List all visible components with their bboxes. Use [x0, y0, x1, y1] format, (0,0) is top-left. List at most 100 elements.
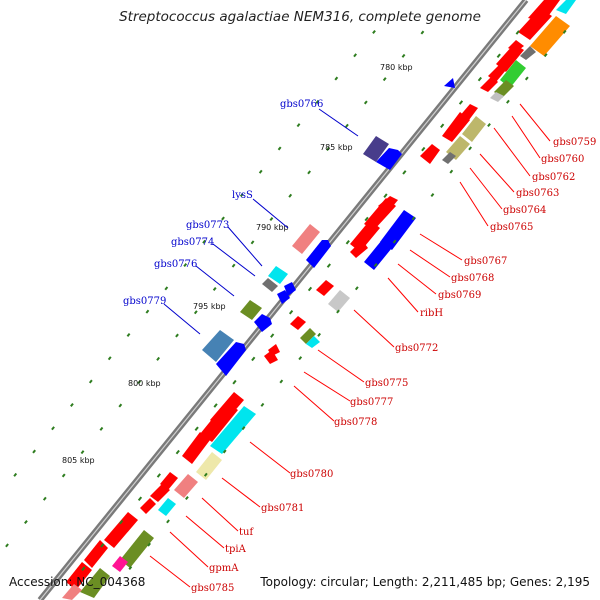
feature-red-16[interactable] [182, 432, 210, 464]
feature-gbs0766[interactable] [363, 136, 389, 162]
feature-gbs0775[interactable] [300, 328, 316, 344]
gene-label-gbs0760[interactable]: gbs0760 [541, 154, 584, 165]
feature-arrow-fwd[interactable] [376, 148, 402, 170]
feature-gbs0780[interactable] [210, 406, 256, 454]
gene-label-tuf[interactable]: tuf [239, 527, 254, 538]
kbp-label: 805 kbp [62, 456, 95, 465]
kbp-label: 780 kbp [380, 63, 413, 72]
feature-red-15[interactable] [264, 350, 278, 364]
feature-red-21[interactable] [66, 562, 92, 590]
feature-gbs0774[interactable] [262, 278, 278, 292]
gene-label-gbs0781[interactable]: gbs0781 [261, 503, 304, 514]
gene-label-gbs0764[interactable]: gbs0764 [503, 205, 546, 216]
feature-gbs0759[interactable] [520, 46, 536, 60]
tick-dot [420, 30, 425, 35]
gene-label-gbs0769[interactable]: gbs0769 [438, 290, 481, 301]
feature-gbs0766-marker[interactable] [444, 78, 455, 88]
tick-dot [477, 76, 482, 82]
gene-label-gbs0775[interactable]: gbs0775 [365, 378, 408, 389]
feature-gbs0785[interactable] [112, 556, 128, 572]
gene-label-gbs0773[interactable]: gbs0773 [186, 220, 229, 231]
feature-tuf[interactable] [174, 474, 198, 498]
feature-gbs0779-arrow[interactable] [216, 342, 246, 376]
feature-top-red-2[interactable] [518, 8, 552, 40]
tick-dot [250, 240, 255, 245]
feature-gbs0776-b[interactable] [254, 314, 272, 332]
kbp-labels: 780 kbp 785 kbp 790 kbp 795 kbp 800 kbp … [62, 63, 413, 465]
tick-dot [212, 286, 217, 291]
feature-gbs0776-arrow[interactable] [277, 290, 290, 304]
feature-red-18[interactable] [150, 484, 170, 502]
feature-red-12[interactable] [350, 220, 380, 252]
feature-gpmA[interactable] [120, 530, 154, 568]
feature-red-6[interactable] [480, 76, 498, 92]
gene-label-gbs0765[interactable]: gbs0765 [490, 222, 533, 233]
gene-label-gbs0763[interactable]: gbs0763 [516, 188, 559, 199]
feature-top-orange[interactable] [530, 16, 570, 56]
gene-label-gbs0776[interactable]: gbs0776 [154, 259, 197, 270]
gene-label-tpiA[interactable]: tpiA [225, 544, 247, 555]
feature-ribH[interactable] [316, 280, 334, 296]
feature-gbs0779[interactable] [202, 330, 234, 362]
gene-label-gbs0778[interactable]: gbs0778 [334, 417, 377, 428]
tick-dot [118, 403, 123, 408]
feature-gbs0774-arrow[interactable] [284, 282, 296, 296]
gene-label-gbs0774[interactable]: gbs0774 [171, 237, 214, 248]
feature-gbs0776[interactable] [240, 300, 262, 320]
feature-gbs0772[interactable] [328, 290, 350, 312]
feature-gbs0768[interactable] [364, 230, 400, 270]
gene-label-gbs0780[interactable]: gbs0780 [290, 469, 333, 480]
feature-gbs0765[interactable] [442, 152, 456, 164]
feature-tpiA[interactable] [158, 498, 176, 516]
gene-label-gbs0772[interactable]: gbs0772 [395, 343, 438, 354]
feature-gbs0763[interactable] [462, 116, 486, 142]
tick-dot [258, 169, 263, 174]
feature-gbs0775-b[interactable] [306, 336, 320, 348]
feature-lysS[interactable] [292, 224, 320, 254]
tick-dot [336, 309, 340, 314]
feature-red-19[interactable] [104, 512, 138, 548]
feature-tpiA-red[interactable] [140, 498, 156, 514]
tick-dot [70, 402, 74, 407]
gene-label-gbs0768[interactable]: gbs0768 [451, 273, 494, 284]
feature-top-cyan[interactable] [556, 0, 576, 14]
feature-bottom-olive[interactable] [80, 568, 110, 598]
tick-dot [164, 286, 169, 291]
tick-dot [80, 450, 85, 455]
forward-leaders [163, 108, 359, 335]
tick-dot [175, 333, 179, 338]
gene-label-gpmA[interactable]: gpmA [209, 563, 239, 574]
feature-red-8[interactable] [442, 112, 470, 142]
gene-label-gbs0777[interactable]: gbs0777 [350, 397, 393, 408]
gene-label-gbs0759[interactable]: gbs0759 [553, 137, 596, 148]
tick-dot [411, 216, 416, 221]
feature-lysS-arrow[interactable] [306, 240, 331, 268]
feature-gbs0769[interactable] [350, 240, 368, 258]
tick-dot [183, 263, 188, 268]
feature-gbs0781[interactable] [196, 452, 222, 480]
gene-label-ribH[interactable]: ribH [420, 308, 443, 319]
tick-dot [213, 403, 218, 408]
tick-dot [307, 170, 311, 175]
gene-label-gbs0779[interactable]: gbs0779 [123, 296, 166, 307]
feature-bottom-pink[interactable] [62, 584, 82, 600]
tick-dot [288, 310, 294, 315]
feature-gbs0778[interactable] [200, 402, 238, 442]
tick-dot [128, 565, 133, 570]
tick-dot [156, 356, 160, 361]
tick-dot [270, 333, 275, 338]
feature-gbs0773[interactable] [268, 266, 288, 284]
gene-label-gbs0785[interactable]: gbs0785 [191, 583, 234, 594]
feature-gbs0762[interactable] [490, 92, 504, 102]
tick-dot [487, 123, 491, 128]
tick-dot [449, 169, 454, 174]
gene-label-gbs0762[interactable]: gbs0762 [532, 172, 575, 183]
feature-red-4[interactable] [496, 44, 524, 72]
gene-label-gbs0767[interactable]: gbs0767 [464, 256, 507, 267]
tick-dot [193, 310, 198, 315]
feature-red-9[interactable] [420, 144, 440, 164]
feature-red-17[interactable] [160, 472, 178, 490]
gene-label-gbs0766[interactable]: gbs0766 [280, 99, 323, 110]
gene-label-lysS[interactable]: lysS [232, 190, 253, 201]
feature-red-13[interactable] [290, 316, 306, 330]
